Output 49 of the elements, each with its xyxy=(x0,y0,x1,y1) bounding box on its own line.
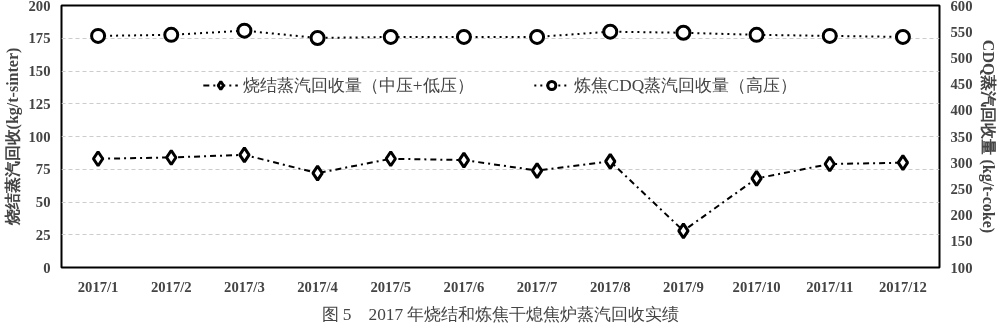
y2-tick-label: 450 xyxy=(950,76,973,93)
y2-tick-label: 300 xyxy=(950,154,973,171)
point xyxy=(165,148,178,166)
y-tick-label: 0 xyxy=(43,259,51,276)
y-tick-label: 100 xyxy=(28,128,51,145)
y2-tick-label: 100 xyxy=(950,259,973,276)
y-tick-label: 125 xyxy=(28,95,51,112)
y2-tick-label: 350 xyxy=(950,128,973,145)
y2-tick-label: 200 xyxy=(950,207,973,224)
point xyxy=(677,222,690,240)
x-tick-label: 2017/12 xyxy=(878,278,927,295)
y-tick-label: 50 xyxy=(35,194,51,210)
x-tick-label: 2017/9 xyxy=(663,278,704,295)
point xyxy=(238,146,251,164)
x-tick-label: 2017/2 xyxy=(150,278,192,295)
y2-tick-label: 500 xyxy=(950,49,973,66)
legend-label: 烧结蒸汽回收量（中压+低压） xyxy=(242,75,474,97)
y2-tick-label: 400 xyxy=(950,102,973,119)
y2-tick-label: 600 xyxy=(950,0,973,14)
y2-tick-label: 250 xyxy=(950,180,973,197)
y-tick-label: 25 xyxy=(35,226,51,243)
point xyxy=(530,162,544,180)
y-tick-label: 75 xyxy=(35,161,51,178)
legend-label: 炼焦CDQ蒸汽回收量（高压） xyxy=(573,75,798,97)
y2-tick-label: 150 xyxy=(950,233,973,250)
x-tick-label: 2017/7 xyxy=(516,278,558,295)
y-tick-label: 150 xyxy=(28,63,51,79)
x-tick-label: 2017/6 xyxy=(443,278,485,295)
point xyxy=(750,169,763,187)
point xyxy=(604,152,617,170)
y-tick-label: 175 xyxy=(28,30,51,47)
x-tick-label: 2017/3 xyxy=(224,278,265,295)
x-tick-label: 2017/11 xyxy=(806,278,854,295)
x-tick-label: 2017/4 xyxy=(297,278,339,295)
point xyxy=(896,154,910,172)
y-tick-label: 200 xyxy=(28,0,51,14)
point xyxy=(457,151,471,169)
point xyxy=(311,164,324,182)
x-tick-label: 2017/1 xyxy=(77,278,119,295)
point xyxy=(384,150,397,168)
x-tick-label: 2017/10 xyxy=(732,278,781,295)
y2-axis-title: CDQ蒸汽回收量 (kg/t-coke) xyxy=(979,39,998,234)
text: 图 5 2017 年烧结和炼焦干熄焦炉蒸汽回收实绩 xyxy=(321,304,680,324)
y-axis-title: 烧结蒸汽回收(kg/t-sinter) xyxy=(3,47,22,227)
x-tick-label: 2017/5 xyxy=(370,278,412,295)
y2-tick-label: 550 xyxy=(950,23,973,40)
x-tick-label: 2017/8 xyxy=(589,278,631,295)
point xyxy=(823,155,836,173)
point xyxy=(91,150,105,168)
